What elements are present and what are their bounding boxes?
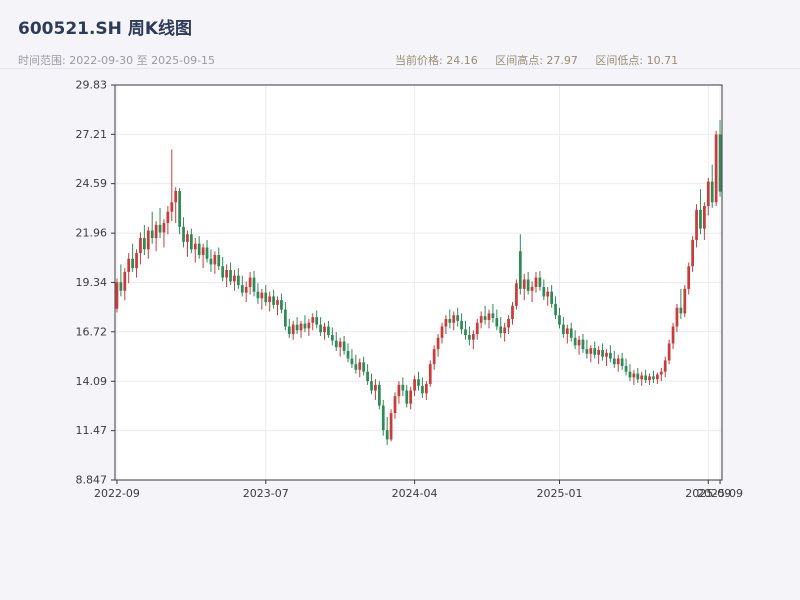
header-divider — [0, 68, 800, 69]
svg-text:2024-04: 2024-04 — [392, 487, 438, 500]
svg-text:2023-07: 2023-07 — [243, 487, 289, 500]
svg-text:2025-09: 2025-09 — [685, 487, 731, 500]
svg-text:16.72: 16.72 — [76, 325, 108, 338]
svg-text:8.847: 8.847 — [76, 474, 108, 487]
svg-text:29.83: 29.83 — [76, 79, 108, 92]
stat-range-high: 区间高点: 27.97 — [495, 54, 578, 67]
svg-text:21.96: 21.96 — [76, 227, 108, 240]
page-title: 600521.SH 周K线图 — [18, 19, 192, 39]
stat-current-price: 当前价格: 24.16 — [395, 54, 478, 67]
svg-text:14.09: 14.09 — [76, 375, 108, 388]
svg-text:11.47: 11.47 — [76, 424, 108, 437]
svg-text:2025-09: 2025-09 — [697, 487, 743, 500]
stat-range-low: 区间低点: 10.71 — [595, 54, 679, 67]
kline-chart-area: 8.847 11.47 14.09 16.72 19.34 21.96 24.59 27.21… — [0, 70, 800, 530]
svg-text:27.21: 27.21 — [76, 128, 108, 141]
svg-text:24.59: 24.59 — [76, 177, 108, 190]
svg-text:2025-01: 2025-01 — [536, 487, 582, 500]
svg-text:2022-09: 2022-09 — [94, 487, 140, 500]
stats-row: 当前价格: 24.16 区间高点: 27.97 区间低点: 10.71 — [395, 52, 692, 68]
svg-text:19.34: 19.34 — [76, 276, 108, 289]
kline-candlestick-chart: 8.847 11.47 14.09 16.72 19.34 21.96 24.59 27.21… — [76, 79, 744, 501]
time-range-label: 时间范围: 2022-09-30 至 2025-09-15 — [18, 54, 216, 67]
